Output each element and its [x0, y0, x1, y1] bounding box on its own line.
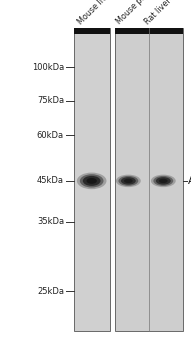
Bar	[115, 28, 183, 331]
Text: AHCY: AHCY	[188, 176, 191, 186]
Text: 45kDa: 45kDa	[37, 176, 64, 186]
Ellipse shape	[83, 176, 100, 186]
Ellipse shape	[77, 173, 107, 189]
Bar	[74, 28, 110, 34]
Text: Mouse pancreas: Mouse pancreas	[115, 0, 168, 26]
Ellipse shape	[116, 175, 141, 187]
Ellipse shape	[124, 179, 133, 183]
Text: 100kDa: 100kDa	[32, 63, 64, 72]
Ellipse shape	[80, 174, 104, 188]
Ellipse shape	[156, 177, 171, 185]
Ellipse shape	[153, 176, 173, 186]
Text: 75kDa: 75kDa	[37, 96, 64, 105]
Ellipse shape	[118, 176, 138, 186]
Ellipse shape	[159, 179, 168, 183]
Ellipse shape	[151, 175, 176, 187]
Bar	[115, 28, 183, 34]
Bar	[74, 28, 110, 331]
Text: 35kDa: 35kDa	[37, 217, 64, 226]
Text: Mouse liver: Mouse liver	[76, 0, 115, 26]
Text: Rat liver: Rat liver	[143, 0, 173, 26]
Ellipse shape	[87, 178, 97, 184]
Text: 60kDa: 60kDa	[37, 131, 64, 140]
Text: 25kDa: 25kDa	[37, 287, 64, 296]
Ellipse shape	[121, 177, 136, 185]
